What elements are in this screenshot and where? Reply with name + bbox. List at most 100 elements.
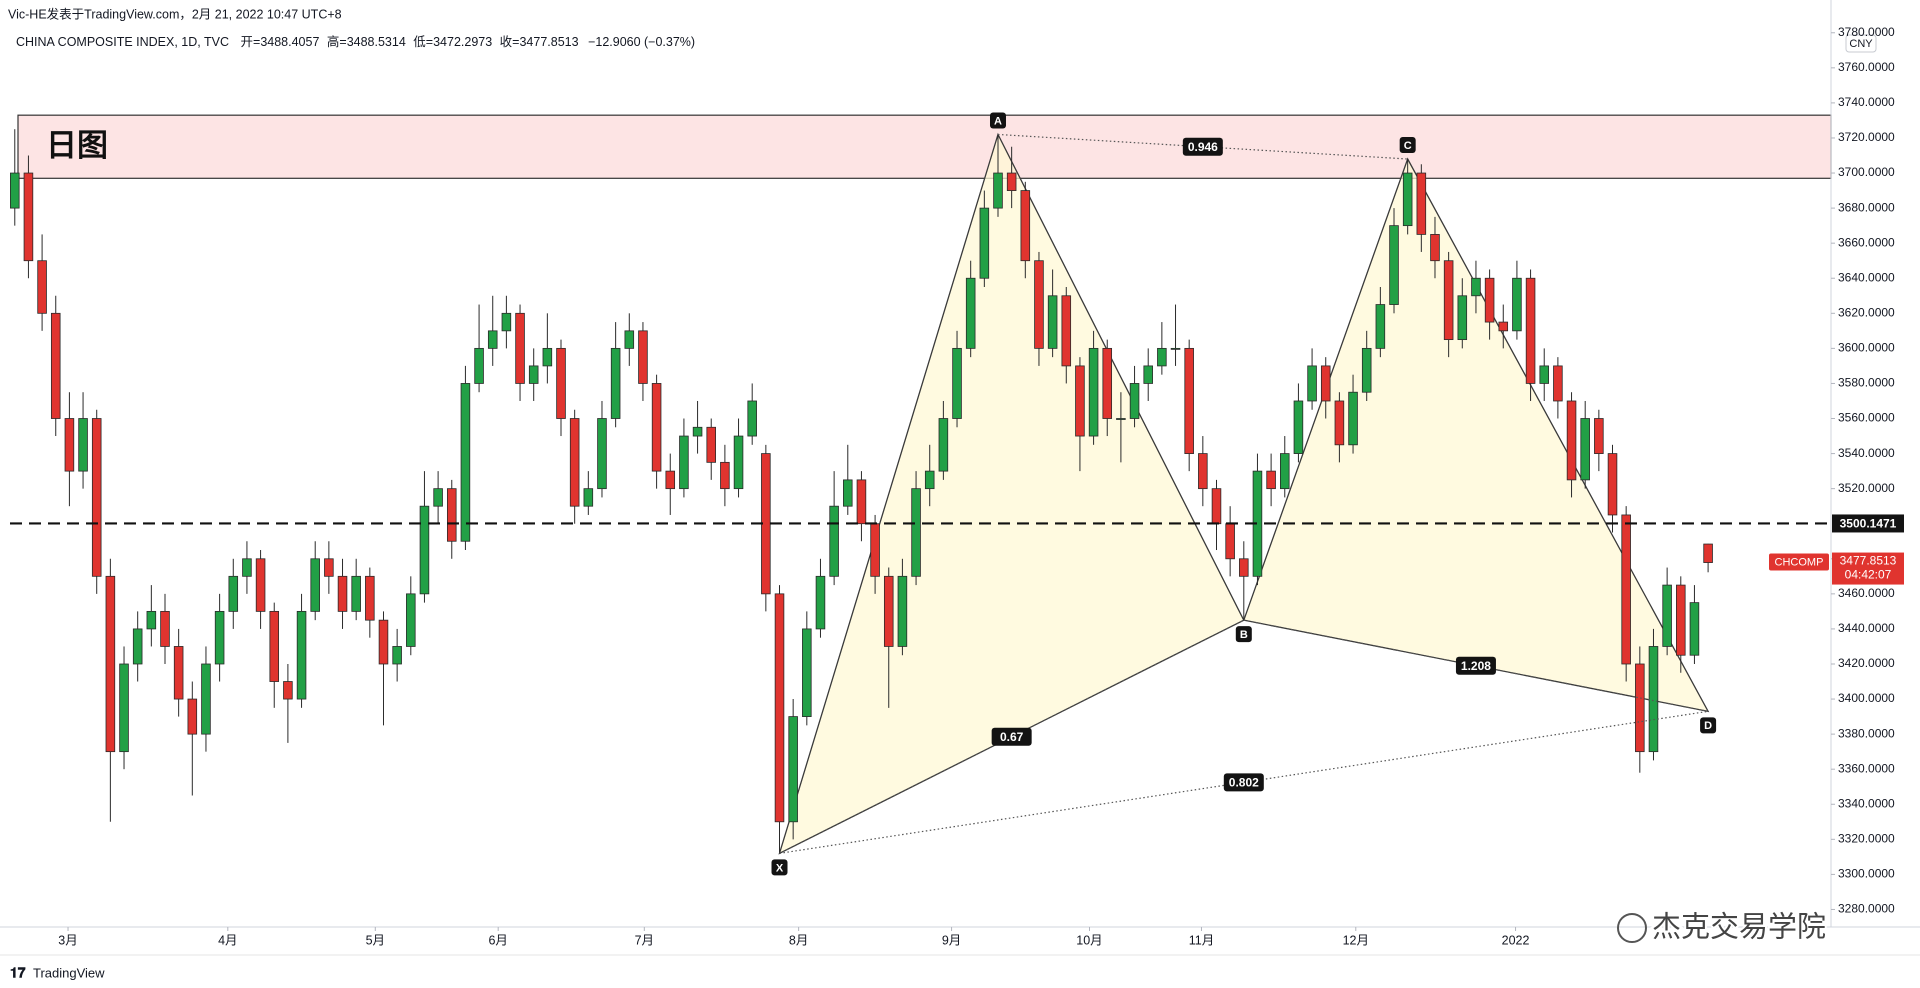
candle-body	[1034, 260, 1044, 349]
open-label: 开=	[241, 35, 261, 49]
candle-body	[392, 646, 402, 665]
candle-body	[378, 619, 389, 665]
candle-body	[1348, 391, 1358, 446]
candle-body	[911, 488, 921, 577]
candle-body	[1320, 365, 1331, 402]
candle-body	[1116, 418, 1126, 420]
countdown: 04:42:07	[1845, 568, 1892, 582]
candle-body	[1662, 584, 1672, 647]
candle-body	[1047, 295, 1058, 349]
candle-body	[1088, 347, 1099, 437]
candle-body	[1293, 400, 1304, 454]
candle-body	[1006, 172, 1017, 191]
watermark-icon	[1617, 913, 1647, 943]
x-tick-label: 9月	[942, 933, 961, 947]
candle-body	[1580, 418, 1590, 481]
candle-body	[897, 575, 908, 647]
candle-body	[146, 610, 157, 630]
x-tick-label: 2022	[1502, 933, 1530, 947]
candle-body	[993, 172, 1003, 209]
y-tick-label: 3720.0000	[1838, 130, 1895, 144]
candle-body	[1648, 646, 1659, 753]
candle-body	[201, 663, 211, 735]
point-label: A	[994, 115, 1002, 127]
candle-body	[856, 479, 867, 525]
candle-body	[829, 505, 839, 577]
open-value: 3488.4057	[260, 35, 319, 49]
front-layer: 日图 0.946 0.67 1.208 0.802 X A B C D	[10, 112, 1831, 876]
candle-body	[187, 698, 198, 735]
candle-body	[1443, 260, 1454, 341]
candle-body	[1676, 584, 1686, 656]
y-tick-label: 3680.0000	[1838, 200, 1895, 214]
candle-body	[1607, 453, 1618, 516]
candle-body	[515, 312, 525, 384]
candle-body	[10, 172, 20, 209]
ratio-box	[991, 727, 1032, 746]
y-tick-label: 3440.0000	[1838, 621, 1895, 635]
ratio-line	[779, 710, 1709, 854]
candle-body	[692, 426, 703, 437]
candle-body	[1279, 453, 1290, 490]
candle-body	[583, 488, 594, 507]
candle-body	[1075, 365, 1085, 437]
candle-body	[242, 558, 252, 577]
series-name: CHCOMP	[1775, 556, 1824, 568]
candle-body	[1375, 304, 1386, 349]
candle-body	[78, 418, 88, 472]
x-tick-label: 8月	[789, 933, 808, 947]
candle-body	[1157, 347, 1167, 367]
candle-body	[324, 558, 334, 577]
candle-body	[269, 610, 280, 682]
candle-body	[1594, 418, 1604, 454]
candle-body	[132, 628, 143, 665]
candle-body	[1225, 523, 1235, 560]
candle-body	[50, 312, 61, 419]
candle-body	[23, 172, 34, 262]
candle-body	[160, 610, 170, 647]
candle-body	[474, 347, 484, 384]
candle-body	[1334, 400, 1345, 446]
brand-logo: 𝟏𝟕	[10, 965, 26, 981]
currency: CNY	[1849, 38, 1873, 50]
candle-body	[747, 400, 757, 437]
watermark-group: 杰克交易学院	[1617, 909, 1828, 946]
change: −12.9060 (−0.37%)	[588, 35, 695, 49]
y-tick-label: 3600.0000	[1838, 341, 1895, 355]
point-box	[771, 859, 788, 876]
y-tick-label: 3400.0000	[1838, 691, 1895, 705]
candle-body	[1689, 602, 1700, 656]
x-tick-label: 12月	[1343, 933, 1369, 947]
y-tick-label: 3700.0000	[1838, 165, 1895, 179]
candle-body	[105, 575, 116, 753]
y-tick-label: 3380.0000	[1838, 726, 1895, 740]
low-label: 低=	[413, 35, 433, 49]
legend-row: CHINA COMPOSITE INDEX, 1D, TVC 开=3488.40…	[16, 34, 695, 49]
point-label: B	[1240, 629, 1248, 641]
point-label: D	[1704, 720, 1712, 732]
x-tick-label: 4月	[218, 933, 237, 947]
candle-body	[665, 470, 676, 490]
x-tick-label: 10月	[1076, 933, 1102, 947]
symbol: CHINA COMPOSITE INDEX, 1D, TVC	[16, 35, 229, 49]
x-tick-label: 11月	[1189, 933, 1214, 947]
candle-body	[556, 347, 566, 419]
ratio-box	[1455, 656, 1496, 675]
candle-body	[1402, 172, 1413, 227]
candle-body	[1061, 295, 1072, 367]
candle-body	[446, 488, 457, 542]
candle-body	[815, 575, 826, 630]
ratio-label: 0.946	[1188, 140, 1218, 154]
candle-body	[1539, 365, 1549, 384]
publisher: Vic-HE发表于TradingView.com，2月 21, 2022 10:…	[8, 6, 342, 21]
y-tick-label: 3520.0000	[1838, 481, 1895, 495]
candle-body	[542, 347, 553, 367]
candle-body	[802, 628, 812, 717]
y-tick-label: 3620.0000	[1838, 305, 1895, 319]
candle-body	[720, 461, 730, 490]
y-tick-label: 3780.0000	[1838, 25, 1895, 39]
ratio-box	[1223, 773, 1264, 792]
candle-body	[228, 575, 239, 612]
ratio-label: 1.208	[1461, 659, 1491, 673]
candle-body	[1566, 400, 1577, 481]
